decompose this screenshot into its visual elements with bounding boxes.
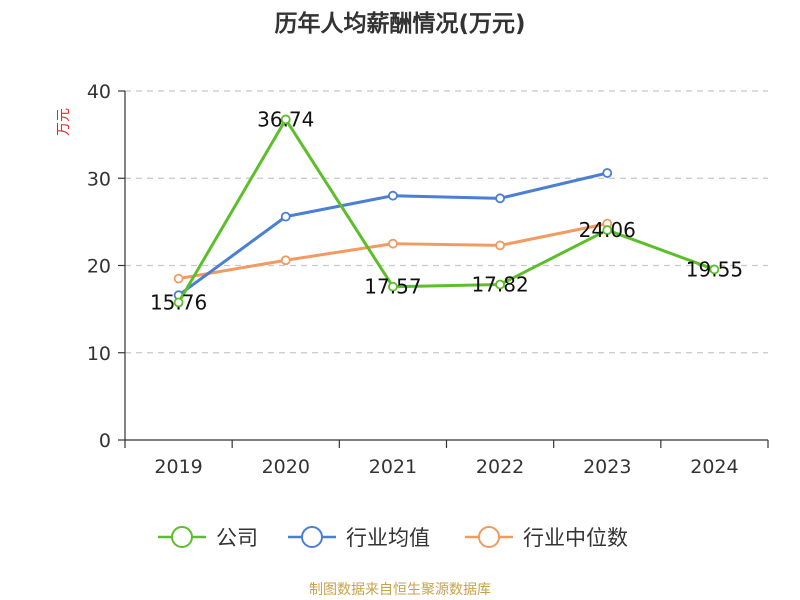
data-point [602, 168, 613, 178]
legend-marker [171, 526, 193, 548]
data-label: 15.76 [150, 290, 207, 314]
x-tick-label: 2022 [476, 456, 524, 478]
data-point [280, 211, 291, 222]
legend-marker [301, 526, 323, 548]
y-tick-label: 30 [87, 168, 111, 190]
y-tick-label: 0 [99, 430, 111, 452]
x-tick-label: 2024 [690, 456, 738, 478]
chart-title: 历年人均薪酬情况(万元) [274, 11, 526, 37]
data-point [602, 225, 613, 235]
x-tick-label: 2019 [154, 456, 202, 478]
x-tick-label: 2020 [262, 456, 310, 478]
data-label: 17.82 [471, 273, 528, 297]
series-line [178, 222, 608, 281]
data-label: 19.55 [686, 257, 743, 281]
y-tick-label: 10 [87, 343, 111, 365]
data-point [173, 297, 184, 308]
data-point [709, 264, 720, 275]
y-tick-label: 20 [87, 256, 111, 278]
data-label: 36.74 [257, 107, 314, 131]
data-point [495, 240, 505, 251]
data-label: 24.06 [579, 218, 636, 242]
source-note: 制图数据来自恒生聚源数据库 [309, 582, 491, 598]
data-point [388, 190, 398, 201]
x-tick-label: 2023 [583, 456, 631, 478]
data-point [280, 114, 291, 125]
y-axis-label: 万元 [56, 108, 72, 136]
data-point [280, 255, 291, 266]
legend-marker [478, 526, 500, 548]
legend-label: 公司 [216, 526, 258, 550]
x-tick-label: 2021 [369, 456, 417, 478]
data-point [495, 193, 505, 204]
series-line [177, 117, 715, 304]
legend-label: 行业均值 [346, 526, 430, 550]
data-point [173, 273, 184, 284]
data-label: 17.57 [364, 275, 421, 299]
legend-label: 行业中位数 [523, 526, 628, 550]
y-tick-label: 40 [87, 81, 111, 103]
data-point [388, 238, 398, 249]
data-point [388, 281, 398, 292]
data-point [495, 279, 505, 290]
